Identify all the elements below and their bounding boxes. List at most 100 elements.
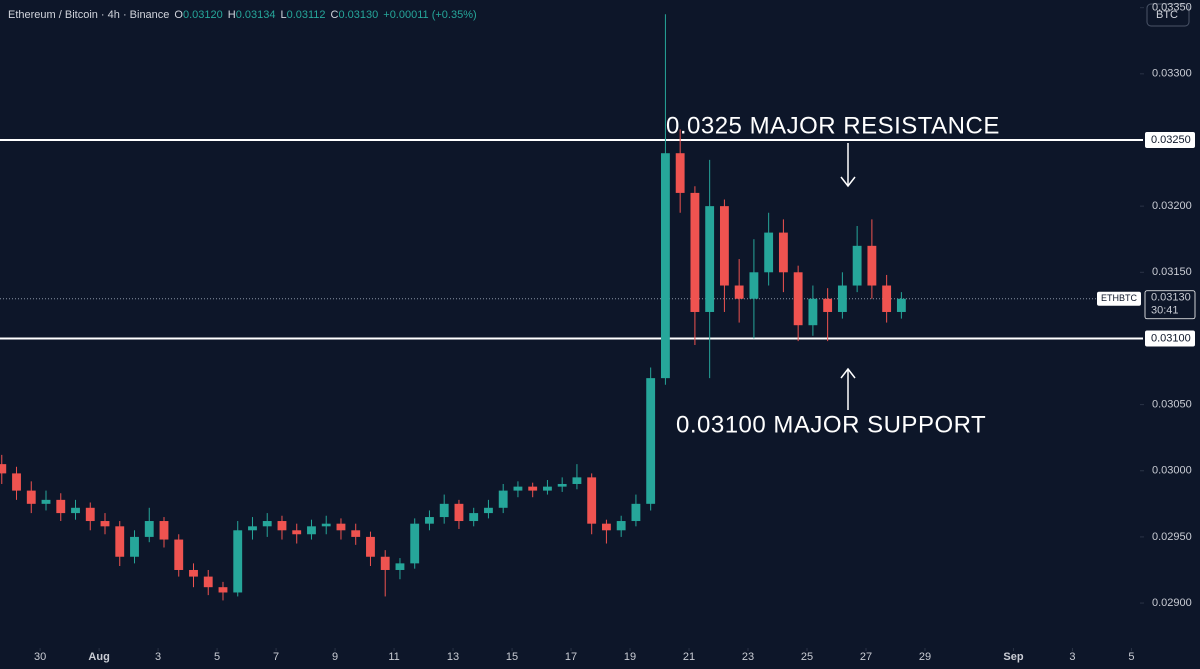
candle-body — [12, 473, 21, 491]
x-tick-label: 3 — [1069, 651, 1075, 663]
candle-body — [690, 192, 700, 312]
x-tick-label: 3 — [155, 651, 161, 663]
candle-body — [631, 503, 641, 522]
x-tick-label: 17 — [565, 651, 577, 663]
candle-body — [115, 526, 125, 557]
candle-body — [203, 576, 213, 588]
y-tick-label: 0.02900 — [1152, 597, 1192, 609]
x-tick-label: 13 — [447, 651, 459, 663]
ohlc-value: 0.03130 — [339, 9, 379, 21]
currency-button[interactable] — [1146, 3, 1190, 27]
y-tick-label: 0.03200 — [1152, 200, 1192, 212]
candle-body — [484, 507, 493, 514]
candle-body — [852, 245, 862, 286]
y-tick-label: 0.03300 — [1152, 68, 1192, 80]
ohlc-value: 0.03112 — [287, 9, 326, 21]
candle-body — [705, 206, 715, 312]
level-label-box — [1145, 330, 1195, 347]
candle-body — [218, 587, 228, 593]
candle-body — [719, 206, 729, 286]
candle-body — [410, 523, 420, 564]
candle-body — [277, 521, 287, 531]
x-tick-label: 5 — [214, 651, 220, 663]
symbol-tag-box — [1097, 291, 1141, 306]
candle-body — [336, 523, 346, 531]
level-label: 0.03250 — [1151, 134, 1191, 146]
candle-body — [395, 563, 405, 570]
candle-body — [233, 530, 243, 593]
candle-body — [823, 298, 833, 312]
x-tick-label: 25 — [801, 651, 813, 663]
candle-body — [159, 521, 169, 540]
last-price-box — [1144, 290, 1196, 320]
candle-body — [41, 499, 51, 504]
ohlc-value: 0.03120 — [183, 9, 223, 21]
candle-body — [425, 517, 434, 524]
candle-body — [130, 536, 139, 557]
level-label: 0.03100 — [1151, 332, 1191, 344]
candle-body — [749, 272, 759, 299]
header-text: Ethereum / Bitcoin · 4h · Binance O0.0312… — [8, 9, 477, 21]
candle-body — [248, 526, 257, 531]
symbol-tag: ETHBTC — [1101, 293, 1138, 303]
candle-body — [837, 285, 847, 312]
candle-body — [0, 464, 7, 474]
candle-body — [469, 513, 479, 522]
candle-body — [56, 499, 66, 514]
x-tick-label: 30 — [34, 651, 46, 663]
ohlc-key: H — [228, 9, 236, 21]
candle-body — [439, 503, 449, 518]
candle-body — [646, 378, 656, 504]
candle-body — [896, 298, 906, 312]
candle-body — [513, 486, 523, 491]
x-tick-label: 5 — [1128, 651, 1134, 663]
candle-body — [189, 569, 198, 577]
header: Ethereum / Bitcoin · 4h · Binance O0.0312… — [8, 9, 477, 21]
candle-body — [366, 536, 375, 557]
candle-body — [572, 477, 582, 484]
resistance-annotation: 0.0325 MAJOR RESISTANCE — [666, 112, 1000, 139]
x-tick-label: 11 — [388, 651, 399, 663]
level-label-box — [1145, 131, 1195, 148]
candle-body — [307, 526, 316, 535]
candle-body — [675, 153, 685, 193]
candle-body — [793, 272, 803, 326]
candle-body — [764, 232, 774, 273]
symbol: Ethereum / Bitcoin · 4h · Binance — [8, 9, 169, 21]
candle-body — [454, 503, 464, 522]
x-tick-label: 23 — [742, 651, 754, 663]
currency-button-label[interactable]: BTC — [1156, 9, 1178, 21]
x-tick-label: 7 — [273, 651, 279, 663]
candle-body — [528, 486, 538, 491]
candle-body — [602, 523, 611, 531]
arrow-head — [840, 176, 856, 188]
x-tick-label: 29 — [919, 651, 931, 663]
candle-body — [498, 490, 508, 508]
candle-body — [778, 232, 788, 273]
candle-body — [616, 521, 626, 531]
candle-body — [882, 285, 892, 312]
change: +0.00011 (+0.35%) — [383, 9, 476, 21]
ohlc-key: O — [174, 9, 183, 21]
candle-body — [292, 530, 302, 535]
x-tick-label: 19 — [624, 651, 636, 663]
candle-body — [71, 507, 80, 514]
candle-body — [321, 523, 331, 527]
x-tick-label: 15 — [506, 651, 518, 663]
x-tick-label: 27 — [860, 651, 872, 663]
x-tick-label: Aug — [88, 651, 109, 663]
candle-body — [543, 486, 552, 491]
ohlc-value: 0.03134 — [236, 9, 276, 21]
candle-body — [587, 477, 597, 524]
candle-body — [808, 298, 818, 326]
arrow-head — [840, 367, 856, 379]
candle-body — [144, 521, 154, 537]
candle-body — [557, 483, 567, 487]
candle-body — [867, 245, 877, 286]
y-tick-label: 0.03000 — [1152, 465, 1192, 477]
candle-body — [734, 285, 744, 299]
ohlc-key: L — [280, 9, 286, 21]
y-tick-label: 0.03150 — [1152, 266, 1192, 278]
y-tick-label: 0.03050 — [1152, 399, 1192, 411]
